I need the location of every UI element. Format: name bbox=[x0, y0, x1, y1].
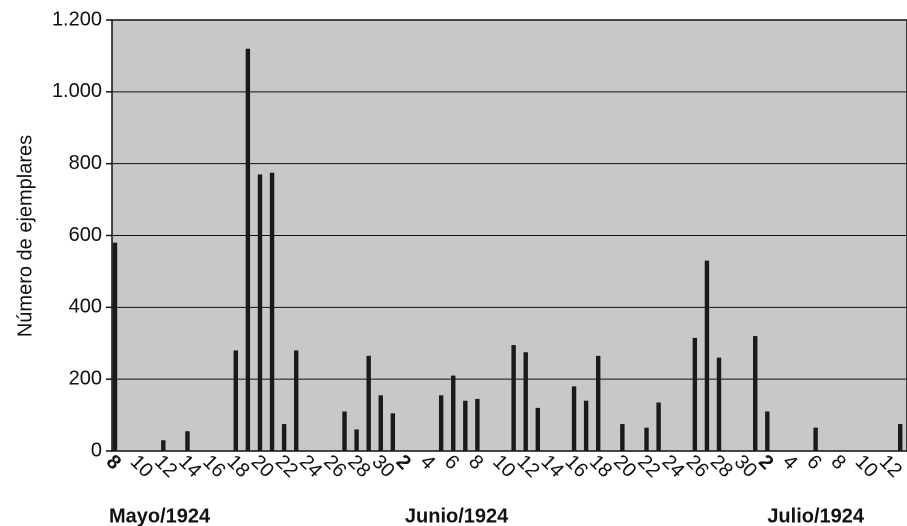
x-tick-label: 4 bbox=[416, 451, 439, 474]
x-tick-label: 6 bbox=[440, 451, 463, 474]
month-label: Julio/1924 bbox=[767, 505, 865, 526]
bar bbox=[112, 242, 118, 451]
bar bbox=[571, 386, 577, 451]
bar bbox=[245, 48, 251, 451]
bar bbox=[765, 411, 770, 451]
bar bbox=[281, 424, 287, 451]
bar bbox=[692, 337, 698, 451]
bar bbox=[185, 431, 190, 451]
bar bbox=[233, 350, 238, 451]
bar bbox=[753, 336, 758, 451]
y-tick-label: 1.000 bbox=[52, 80, 102, 102]
x-tick-label: 2 bbox=[392, 451, 415, 474]
bar bbox=[257, 174, 263, 452]
y-axis-label: Número de ejemplares bbox=[14, 135, 36, 337]
bar bbox=[475, 398, 480, 451]
bar bbox=[378, 395, 383, 451]
bar bbox=[704, 260, 710, 451]
y-tick-label: 600 bbox=[69, 224, 102, 246]
bar bbox=[583, 400, 589, 451]
bar bbox=[161, 440, 166, 451]
y-tick-label: 1.200 bbox=[52, 8, 102, 30]
bar bbox=[596, 355, 601, 451]
y-tick-label: 400 bbox=[69, 296, 102, 318]
bar bbox=[511, 345, 516, 451]
x-tick-label: 4 bbox=[778, 451, 801, 474]
bar bbox=[438, 395, 444, 451]
x-tick-label: 12 bbox=[875, 451, 906, 482]
bar bbox=[366, 355, 371, 451]
month-label: Mayo/1924 bbox=[109, 505, 211, 526]
bar bbox=[620, 424, 625, 451]
x-tick-label: 2 bbox=[754, 451, 777, 474]
x-tick-label: 8 bbox=[464, 451, 487, 474]
bar bbox=[716, 357, 722, 451]
x-tick-label: 8 bbox=[827, 451, 850, 474]
y-tick-label: 0 bbox=[91, 439, 102, 461]
bar bbox=[656, 402, 661, 451]
bar bbox=[342, 411, 347, 451]
bar bbox=[535, 407, 540, 451]
bar bbox=[644, 427, 649, 451]
bar bbox=[269, 172, 275, 452]
y-tick-label: 800 bbox=[69, 152, 102, 174]
bar bbox=[451, 375, 456, 451]
bar bbox=[390, 413, 396, 451]
bar bbox=[294, 350, 299, 451]
bar bbox=[898, 424, 903, 451]
bar bbox=[523, 352, 528, 451]
x-tick-label: 8 bbox=[102, 451, 125, 474]
month-label: Junio/1924 bbox=[405, 505, 509, 526]
bar bbox=[463, 400, 468, 451]
y-tick-label: 200 bbox=[69, 367, 102, 389]
bar bbox=[354, 429, 359, 451]
x-tick-label: 6 bbox=[802, 451, 825, 474]
bar bbox=[813, 427, 818, 451]
